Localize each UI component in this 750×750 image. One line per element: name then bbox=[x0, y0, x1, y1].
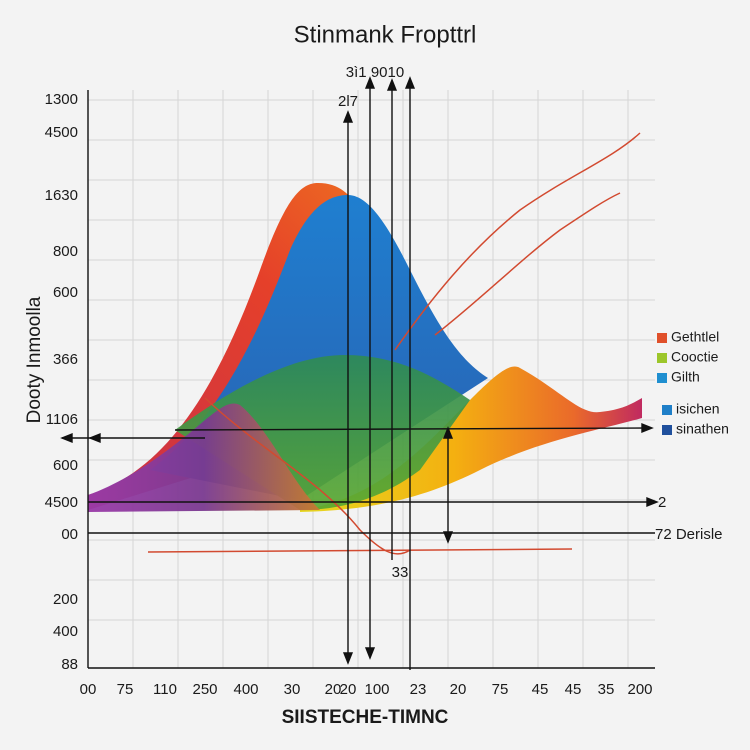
x-tick-label: 400 bbox=[233, 681, 258, 698]
x-axis-title: SIISTECHE-TIMNC bbox=[282, 707, 449, 728]
y-tick-label: 200 bbox=[53, 591, 78, 608]
x-tick-label: 45 bbox=[565, 681, 582, 698]
y-tick-label: 00 bbox=[61, 526, 78, 543]
legend-label: Gilth bbox=[671, 369, 700, 385]
legend-swatch bbox=[657, 373, 667, 383]
annotation: 3ì1 9010 bbox=[346, 64, 404, 81]
x-tick-label: 200 bbox=[627, 681, 652, 698]
legend-swatch bbox=[662, 425, 672, 435]
y-tick-label: 4500 bbox=[45, 124, 78, 141]
x-tick-label: 30 bbox=[284, 681, 301, 698]
y-tick-label: 600 bbox=[53, 284, 78, 301]
x-tick-label: 23 bbox=[410, 681, 427, 698]
legend-label: Gethtlel bbox=[671, 329, 719, 345]
x-tick-label: 20 bbox=[340, 681, 357, 698]
legend-label: sinathen bbox=[676, 421, 729, 437]
x-tick-label: 45 bbox=[532, 681, 549, 698]
y-tick-label: 1630 bbox=[45, 187, 78, 204]
x-tick-label: 100 bbox=[364, 681, 389, 698]
y-tick-label: 400 bbox=[53, 623, 78, 640]
x-tick-label: 00 bbox=[80, 681, 97, 698]
legend-swatch bbox=[657, 333, 667, 343]
annotation: 72 Derisle bbox=[655, 526, 723, 543]
y-tick-label: 1106 bbox=[46, 411, 78, 428]
x-tick-label: 75 bbox=[492, 681, 509, 698]
y-tick-label: 88 bbox=[61, 656, 78, 673]
chart-title: Stinmank Fropttrl bbox=[294, 21, 477, 48]
area-yellow bbox=[300, 366, 642, 512]
area-purple bbox=[88, 403, 320, 512]
legend-swatch bbox=[662, 405, 672, 415]
y-axis-title: Dooty Inmoolla bbox=[24, 296, 45, 423]
legend-label: isichen bbox=[676, 401, 720, 417]
x-tick-label: 110 bbox=[153, 681, 177, 698]
arrows bbox=[60, 76, 659, 670]
y-tick-label: 4500 bbox=[45, 494, 78, 511]
y-tick-label: 600 bbox=[53, 457, 78, 474]
y-tick-label: 800 bbox=[53, 243, 78, 260]
x-tick-label: 20 bbox=[450, 681, 467, 698]
x-tick-label: 35 bbox=[598, 681, 615, 698]
x-tick-label: 250 bbox=[192, 681, 217, 698]
y-tick-label: 1300 bbox=[45, 91, 78, 108]
annotation: 2 bbox=[658, 494, 666, 511]
x-tick-label: 75 bbox=[117, 681, 134, 698]
y-tick-label: 366 bbox=[53, 351, 78, 368]
x-tick-label: 20 bbox=[325, 681, 342, 698]
annotation: 2l7 bbox=[338, 93, 358, 110]
legend-swatch bbox=[657, 353, 667, 363]
annotation: 33 bbox=[392, 564, 409, 581]
legend-label: Cooctie bbox=[671, 349, 719, 365]
